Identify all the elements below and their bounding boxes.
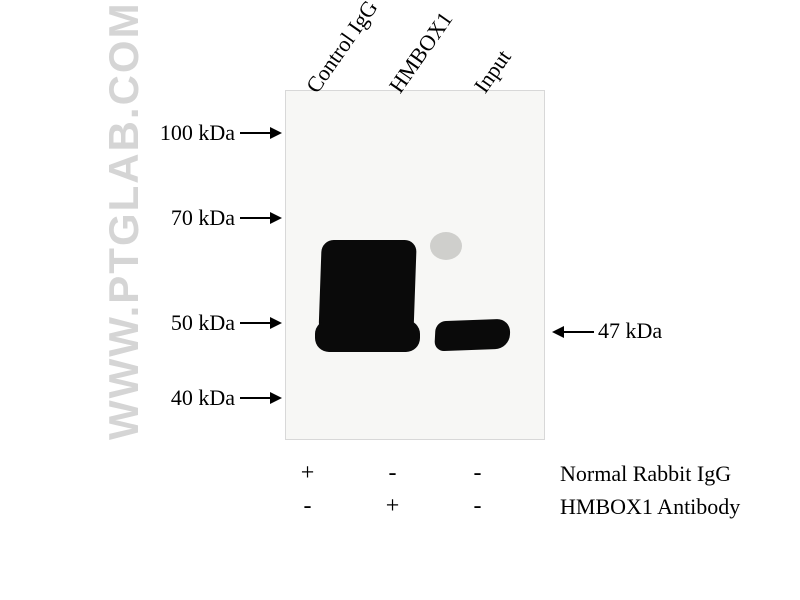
ip-band-lower (315, 320, 420, 352)
table-cell: - (455, 493, 500, 520)
table-label-igg: Normal Rabbit IgG (560, 461, 731, 487)
antibody-table: + - - Normal Rabbit IgG - + - HMBOX1 Ant… (285, 460, 740, 526)
arrow-right-icon (240, 123, 282, 143)
table-row: - + - HMBOX1 Antibody (285, 493, 740, 520)
target-band-label: 47 kDa (598, 318, 662, 344)
lane-label-control: Control IgG (301, 0, 384, 98)
table-cell: - (455, 460, 500, 487)
arrow-right-icon (240, 313, 282, 333)
arrow-left-icon (552, 322, 594, 342)
table-cell: - (370, 460, 415, 487)
mw-40: 40 kDa (105, 385, 235, 411)
table-row: + - - Normal Rabbit IgG (285, 460, 740, 487)
mw-70: 70 kDa (105, 205, 235, 231)
arrow-right-icon (240, 388, 282, 408)
blot-smudge (430, 232, 462, 260)
mw-100: 100 kDa (105, 120, 235, 146)
input-band (434, 319, 511, 352)
lane-label-hmbox1: HMBOX1 (384, 7, 459, 98)
table-cell: - (285, 493, 330, 520)
western-blot-figure: WWW.PTGLAB.COM Control IgG HMBOX1 Input … (0, 0, 800, 600)
table-label-antibody: HMBOX1 Antibody (560, 494, 740, 520)
table-cell: + (285, 460, 330, 487)
mw-50: 50 kDa (105, 310, 235, 336)
arrow-right-icon (240, 208, 282, 228)
table-cell: + (370, 493, 415, 520)
